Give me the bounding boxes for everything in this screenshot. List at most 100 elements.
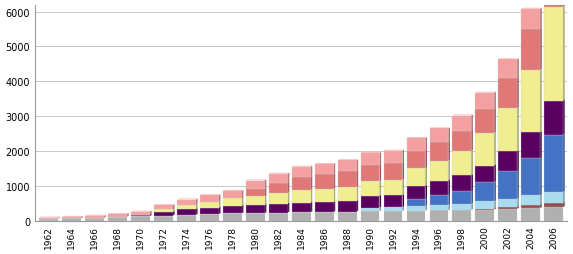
Polygon shape — [476, 92, 496, 93]
Polygon shape — [476, 165, 496, 166]
Bar — [315, 189, 333, 202]
Polygon shape — [379, 152, 381, 165]
Polygon shape — [131, 214, 152, 215]
Polygon shape — [521, 69, 541, 70]
Polygon shape — [333, 163, 335, 175]
Polygon shape — [333, 174, 335, 189]
Polygon shape — [540, 9, 541, 30]
Bar — [269, 213, 288, 221]
Polygon shape — [517, 59, 519, 78]
Polygon shape — [81, 216, 83, 218]
Polygon shape — [494, 132, 496, 166]
Bar — [131, 216, 150, 221]
Polygon shape — [453, 190, 473, 191]
Polygon shape — [430, 160, 450, 161]
Bar — [337, 172, 356, 187]
Polygon shape — [540, 195, 541, 205]
Polygon shape — [499, 198, 519, 199]
Polygon shape — [499, 206, 519, 207]
Polygon shape — [563, 191, 564, 203]
Polygon shape — [540, 204, 541, 208]
Bar — [177, 210, 196, 215]
Polygon shape — [384, 206, 404, 207]
Bar — [269, 193, 288, 204]
Polygon shape — [292, 202, 312, 203]
Polygon shape — [521, 204, 541, 205]
Polygon shape — [292, 176, 312, 177]
Polygon shape — [196, 204, 198, 210]
Polygon shape — [425, 185, 427, 199]
Bar — [154, 205, 173, 210]
Bar — [453, 131, 471, 151]
Bar — [62, 218, 81, 221]
Bar — [384, 180, 402, 196]
Polygon shape — [246, 180, 266, 181]
Bar — [453, 204, 471, 210]
Polygon shape — [177, 208, 198, 210]
Polygon shape — [471, 190, 473, 204]
Bar — [269, 183, 288, 193]
Polygon shape — [521, 9, 541, 10]
Polygon shape — [448, 142, 450, 161]
Polygon shape — [517, 206, 519, 209]
Polygon shape — [288, 203, 289, 213]
Bar — [521, 70, 540, 133]
Polygon shape — [544, 7, 564, 8]
Polygon shape — [544, 202, 564, 203]
Polygon shape — [311, 176, 312, 190]
Polygon shape — [499, 107, 519, 108]
Bar — [360, 165, 379, 182]
Polygon shape — [540, 29, 541, 70]
Bar — [108, 217, 127, 221]
Bar — [544, 192, 563, 203]
Polygon shape — [246, 196, 266, 197]
Bar — [499, 152, 517, 172]
Bar — [521, 205, 540, 208]
Polygon shape — [58, 217, 60, 219]
Polygon shape — [471, 150, 473, 176]
Bar — [154, 216, 173, 221]
Polygon shape — [333, 201, 335, 212]
Polygon shape — [407, 198, 427, 199]
Polygon shape — [315, 163, 335, 165]
Bar — [40, 218, 58, 219]
Bar — [292, 203, 311, 212]
Polygon shape — [265, 188, 266, 197]
Bar — [246, 205, 265, 213]
Bar — [499, 108, 517, 152]
Bar — [384, 211, 402, 221]
Polygon shape — [563, 7, 564, 101]
Bar — [476, 182, 494, 202]
Bar — [292, 177, 311, 190]
Bar — [315, 165, 333, 175]
Polygon shape — [430, 194, 450, 195]
Bar — [62, 217, 81, 218]
Polygon shape — [246, 188, 266, 189]
Polygon shape — [40, 217, 60, 218]
Polygon shape — [288, 173, 289, 183]
Polygon shape — [384, 195, 404, 196]
Polygon shape — [517, 198, 519, 207]
Polygon shape — [269, 173, 289, 174]
Polygon shape — [150, 211, 152, 215]
Bar — [521, 30, 540, 70]
Bar — [177, 215, 196, 221]
Bar — [499, 78, 517, 108]
Polygon shape — [223, 198, 244, 199]
Polygon shape — [200, 207, 221, 208]
Polygon shape — [521, 29, 541, 30]
Polygon shape — [360, 164, 381, 165]
Polygon shape — [407, 185, 427, 186]
Polygon shape — [269, 203, 289, 204]
Bar — [200, 196, 219, 202]
Polygon shape — [219, 207, 221, 214]
Polygon shape — [315, 201, 335, 202]
Bar — [430, 129, 448, 143]
Polygon shape — [453, 150, 473, 151]
Bar — [360, 212, 379, 221]
Bar — [430, 211, 448, 221]
Bar — [544, 0, 563, 8]
Polygon shape — [356, 200, 358, 212]
Polygon shape — [265, 180, 266, 189]
Polygon shape — [494, 92, 496, 110]
